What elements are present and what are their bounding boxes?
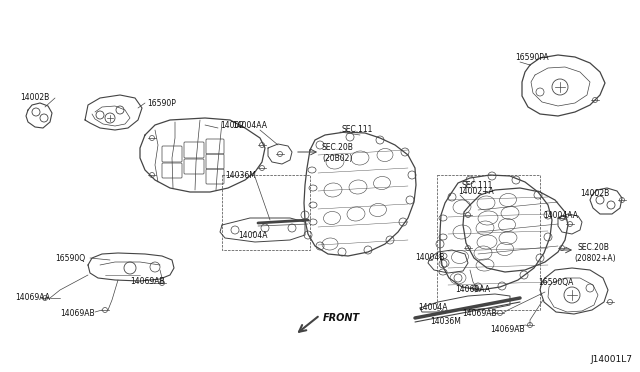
Text: 14002: 14002 — [220, 122, 244, 131]
Text: 14036M: 14036M — [225, 170, 256, 180]
Text: FRONT: FRONT — [323, 313, 360, 323]
Text: 14069AB: 14069AB — [462, 308, 497, 317]
Text: 14002B: 14002B — [20, 93, 49, 103]
Text: SEC.20B: SEC.20B — [577, 243, 609, 251]
Text: 14002+A: 14002+A — [458, 187, 493, 196]
Text: SEC.111: SEC.111 — [462, 180, 493, 189]
Text: 16590PA: 16590PA — [515, 54, 548, 62]
Text: 14069AB: 14069AB — [130, 278, 164, 286]
Text: 14069AB: 14069AB — [490, 326, 525, 334]
Text: 14004B: 14004B — [415, 253, 444, 262]
Text: 14004A: 14004A — [418, 304, 447, 312]
Text: 14069AA: 14069AA — [455, 285, 490, 295]
Text: J14001L7: J14001L7 — [590, 355, 632, 364]
Text: 16590P: 16590P — [147, 99, 176, 108]
Text: 14002B: 14002B — [580, 189, 609, 198]
Text: 14036M: 14036M — [430, 317, 461, 327]
Text: 14069AA: 14069AA — [15, 294, 50, 302]
Text: 14004AA: 14004AA — [232, 121, 267, 129]
Text: SEC.111: SEC.111 — [342, 125, 373, 135]
Text: 16590QA: 16590QA — [538, 279, 573, 288]
Text: (20802+A): (20802+A) — [574, 253, 616, 263]
Text: SEC.20B: SEC.20B — [322, 144, 354, 153]
Text: (20B02): (20B02) — [322, 154, 353, 163]
Text: 14069AB: 14069AB — [60, 308, 95, 317]
Text: 14004A: 14004A — [238, 231, 268, 240]
Text: 16590Q: 16590Q — [55, 253, 85, 263]
Text: 14004AA: 14004AA — [543, 211, 578, 219]
